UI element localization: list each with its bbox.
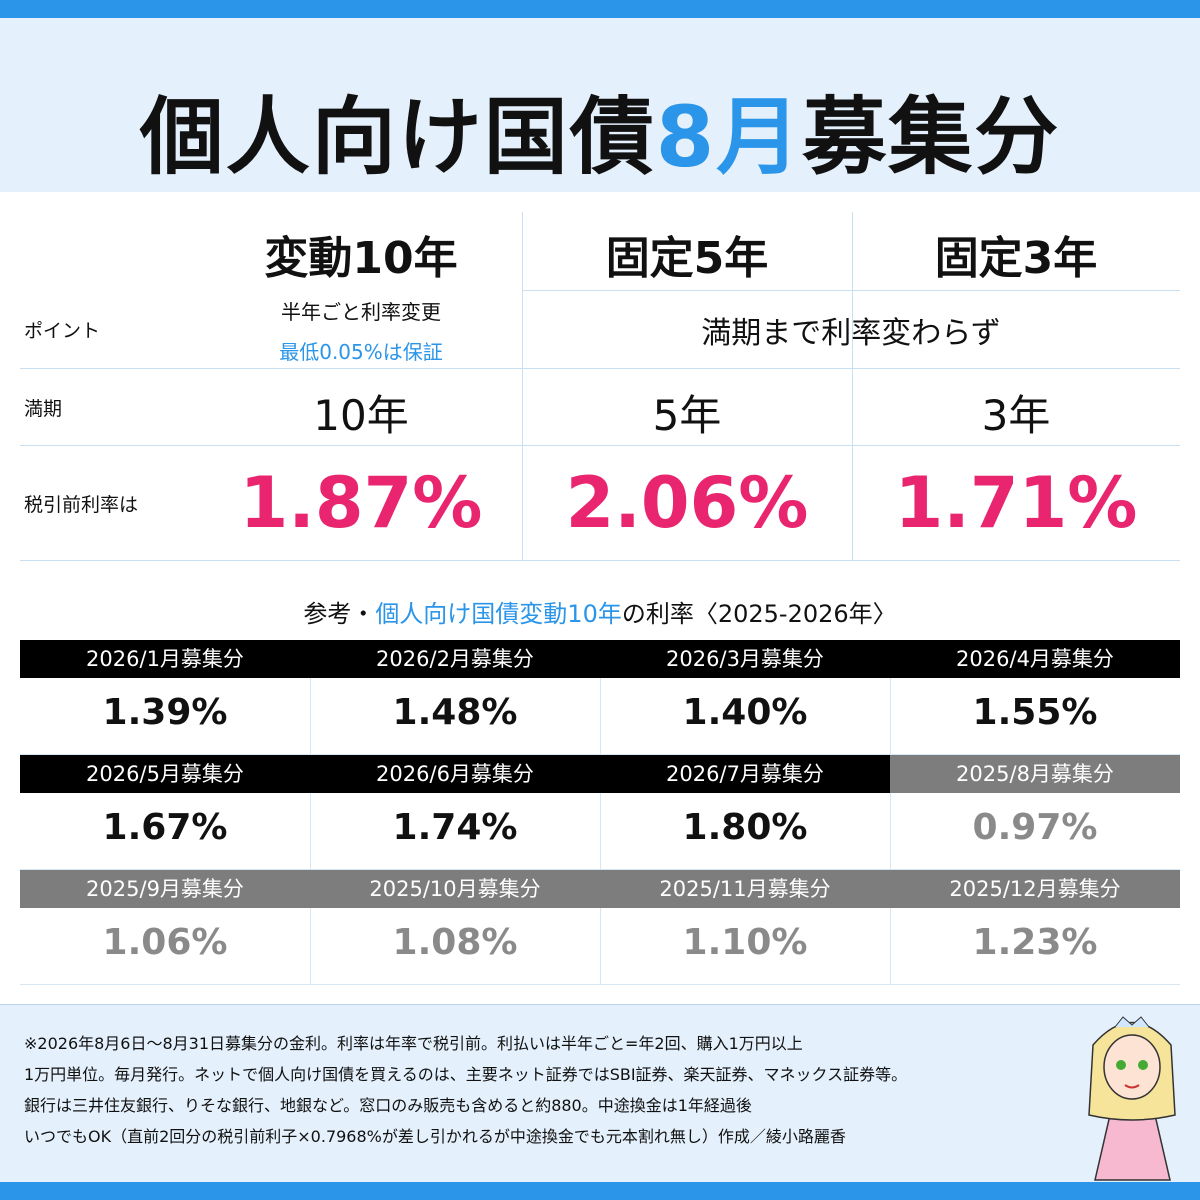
cell-rate: 1.23% [972, 922, 1098, 963]
point-text: 満期まで利率変わらず [701, 316, 1001, 351]
grid-line [600, 908, 601, 985]
illustration [1088, 1016, 1176, 1181]
grid-line [20, 368, 1180, 369]
grid-line [310, 678, 311, 755]
reference-title-part: 参考・ [303, 600, 376, 628]
cell-rate: 0.97% [972, 807, 1098, 848]
top-bar [0, 0, 1200, 18]
cell-rate: 1.74% [392, 807, 518, 848]
grid-line [890, 678, 891, 755]
grid-line [600, 984, 890, 985]
rate: 1.71% [894, 462, 1138, 544]
grid-line [20, 984, 310, 985]
cell-header: 2025/11月募集分 [600, 870, 890, 908]
grid-line [310, 869, 600, 870]
cell-header: 2026/7月募集分 [600, 755, 890, 793]
cell-header: 2026/6月募集分 [310, 755, 600, 793]
row-label: 税引前利率は [24, 494, 139, 516]
grid-line [522, 290, 1180, 291]
grid-line [310, 984, 600, 985]
grid-line [522, 212, 523, 560]
maturity: 3年 [981, 391, 1051, 440]
point-note: 最低0.05%は保証 [279, 340, 443, 364]
rate: 1.87% [239, 462, 483, 544]
point-text: 半年ごと利率変更 [281, 300, 441, 324]
footer-line: 銀行は三井住友銀行、りそな銀行、地銀など。窓口のみ販売も含めると約880。中途換… [24, 1096, 752, 1115]
reference-title-part: の利率〈2025-2026年〉 [621, 600, 897, 628]
cell-rate: 1.80% [682, 807, 808, 848]
grid-line [600, 869, 890, 870]
grid-line [20, 560, 1180, 561]
cell-header: 2026/5月募集分 [20, 755, 310, 793]
grid-line [890, 754, 1180, 755]
grid-line [310, 793, 311, 870]
grid-line [20, 754, 310, 755]
column-header: 固定3年 [934, 233, 1098, 284]
grid-line [20, 869, 310, 870]
cell-rate: 1.10% [682, 922, 808, 963]
row-label: 満期 [24, 398, 63, 420]
grid-line [890, 984, 1180, 985]
reference-title: 参考・個人向け国債変動10年の利率〈2025-2026年〉 [0, 594, 1200, 629]
title-text: 募集分 [802, 88, 1061, 186]
cell-rate: 1.39% [102, 692, 228, 733]
grid-line [310, 754, 600, 755]
maturity: 10年 [313, 391, 409, 440]
cell-rate: 1.08% [392, 922, 518, 963]
footer-line: ※2026年8月6日～8月31日募集分の金利。利率は年率で税引前。利払いは半年ご… [24, 1034, 803, 1053]
divider [0, 1004, 1200, 1005]
reference-title-part: 個人向け国債変動10年 [375, 600, 622, 628]
cell-header: 2025/8月募集分 [890, 755, 1180, 793]
cell-rate: 1.40% [682, 692, 808, 733]
title-month: 8月 [655, 88, 803, 186]
cell-rate: 1.55% [972, 692, 1098, 733]
cell-rate: 1.67% [102, 807, 228, 848]
grid-line [890, 793, 891, 870]
cell-header: 2026/4月募集分 [890, 640, 1180, 678]
grid-line [890, 869, 1180, 870]
cell-header: 2026/1月募集分 [20, 640, 310, 678]
cell-rate: 1.48% [392, 692, 518, 733]
column-header: 変動10年 [264, 233, 458, 284]
title: 個人向け国債8月募集分 [0, 70, 1200, 191]
footer-line: いつでもOK（直前2回分の税引前利子×0.7968%が差し引かれるが中途換金でも… [24, 1127, 846, 1146]
cell-header: 2025/10月募集分 [310, 870, 600, 908]
grid-line [890, 908, 891, 985]
cell-header: 2025/9月募集分 [20, 870, 310, 908]
maturity: 5年 [652, 391, 722, 440]
cell-header: 2025/12月募集分 [890, 870, 1180, 908]
grid-line [600, 678, 601, 755]
cell-header: 2026/3月募集分 [600, 640, 890, 678]
rate: 2.06% [565, 462, 809, 544]
cell-header: 2026/2月募集分 [310, 640, 600, 678]
title-text: 個人向け国債 [139, 88, 656, 186]
row-label: ポイント [24, 320, 101, 342]
grid-line [852, 212, 853, 560]
cell-rate: 1.06% [102, 922, 228, 963]
column-header: 固定5年 [605, 233, 769, 284]
grid-line [600, 754, 890, 755]
footer-line: 1万円単位。毎月発行。ネットで個人向け国債を買えるのは、主要ネット証券ではSBI… [24, 1065, 908, 1084]
grid-line [20, 445, 1180, 446]
grid-line [600, 793, 601, 870]
bottom-bar [0, 1182, 1200, 1200]
grid-line [310, 908, 311, 985]
